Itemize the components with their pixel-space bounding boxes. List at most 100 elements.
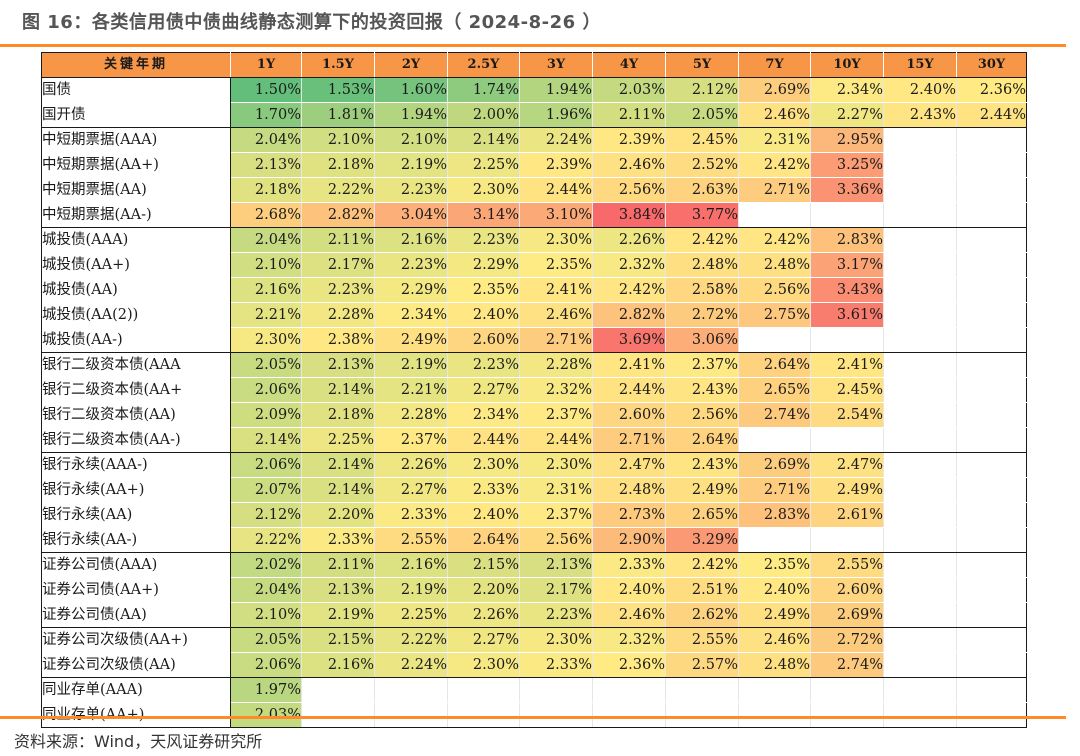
value-cell: 2.65% xyxy=(665,502,739,528)
value-cell: 3.36% xyxy=(810,177,884,203)
value-cell: 2.33% xyxy=(519,652,593,678)
value-cell: 2.45% xyxy=(665,127,739,153)
value-cell: 2.49% xyxy=(810,477,884,503)
value-cell: 3.61% xyxy=(810,302,884,328)
value-cell xyxy=(301,702,375,728)
value-cell: 2.04% xyxy=(230,227,302,253)
table-row: 城投债(AA) 2.16% 2.23% 2.29% 2.35% 2.41% 2.42% 2.5… xyxy=(41,277,1027,303)
value-cell xyxy=(956,427,1027,453)
value-cell: 2.14% xyxy=(301,377,375,403)
value-cell xyxy=(810,202,884,228)
value-cell: 2.46% xyxy=(738,627,811,653)
value-cell: 2.43% xyxy=(665,377,739,403)
value-cell: 2.05% xyxy=(230,352,302,378)
value-cell xyxy=(956,302,1027,328)
table-header-row: 关键年期 1Y 1.5Y 2Y 2.5Y 3Y 4Y 5Y 7Y 10Y 15Y 30Y xyxy=(41,52,1027,78)
value-cell: 2.46% xyxy=(592,602,666,628)
value-cell xyxy=(810,677,884,703)
value-cell xyxy=(956,552,1027,578)
value-cell: 2.25% xyxy=(301,427,375,453)
value-cell xyxy=(519,677,593,703)
value-cell xyxy=(883,152,957,178)
value-cell: 2.17% xyxy=(519,577,593,603)
table-row: 城投债(AAA) 2.04% 2.11% 2.16% 2.23% 2.30% 2.26% 2.… xyxy=(41,227,1027,253)
value-cell: 2.62% xyxy=(665,602,739,628)
row-label: 证券公司债(AA) xyxy=(41,602,231,628)
value-cell: 2.40% xyxy=(738,577,811,603)
value-cell: 2.40% xyxy=(447,502,520,528)
value-cell xyxy=(883,377,957,403)
value-cell: 2.71% xyxy=(738,477,811,503)
value-cell: 2.55% xyxy=(810,552,884,578)
value-cell xyxy=(519,702,593,728)
value-cell: 2.64% xyxy=(447,527,520,553)
table-row: 证券公司次级债(AA+) 2.05% 2.15% 2.22% 2.27% 2.30% 2.3… xyxy=(41,627,1027,653)
value-cell: 2.64% xyxy=(738,352,811,378)
value-cell: 2.27% xyxy=(374,477,448,503)
value-cell: 3.84% xyxy=(592,202,666,228)
value-cell: 1.94% xyxy=(374,102,448,128)
value-cell: 2.60% xyxy=(592,402,666,428)
value-cell: 2.14% xyxy=(230,427,302,453)
value-cell: 2.12% xyxy=(665,77,739,103)
value-cell: 3.04% xyxy=(374,202,448,228)
value-cell: 2.12% xyxy=(230,502,302,528)
value-cell: 3.06% xyxy=(665,327,739,353)
value-cell: 2.23% xyxy=(447,352,520,378)
value-cell: 2.42% xyxy=(665,227,739,253)
value-cell: 2.13% xyxy=(519,552,593,578)
column-header: 4Y xyxy=(592,52,666,78)
value-cell: 3.69% xyxy=(592,327,666,353)
value-cell: 2.24% xyxy=(374,652,448,678)
row-label: 同业存单(AA+) xyxy=(41,702,231,728)
value-cell: 2.72% xyxy=(810,627,884,653)
value-cell xyxy=(883,227,957,253)
value-cell: 2.52% xyxy=(665,152,739,178)
table-row: 银行永续(AA) 2.12% 2.20% 2.33% 2.40% 2.37% 2.73% 2.… xyxy=(41,502,1027,528)
value-cell: 2.57% xyxy=(665,652,739,678)
value-cell xyxy=(956,202,1027,228)
value-cell: 2.40% xyxy=(592,577,666,603)
row-label: 中短期票据(AAA) xyxy=(41,127,231,153)
value-cell: 2.74% xyxy=(738,402,811,428)
value-cell xyxy=(956,352,1027,378)
value-cell: 2.13% xyxy=(230,152,302,178)
value-cell: 2.26% xyxy=(447,602,520,628)
value-cell: 2.06% xyxy=(230,652,302,678)
value-cell: 2.11% xyxy=(301,552,375,578)
value-cell: 2.30% xyxy=(447,177,520,203)
value-cell xyxy=(956,627,1027,653)
value-cell: 2.58% xyxy=(665,277,739,303)
value-cell: 2.16% xyxy=(374,552,448,578)
value-cell: 2.10% xyxy=(230,252,302,278)
value-cell: 2.49% xyxy=(665,477,739,503)
value-cell xyxy=(956,652,1027,678)
value-cell: 2.37% xyxy=(665,352,739,378)
row-label: 国债 xyxy=(41,77,231,103)
table-row: 证券公司债(AA) 2.10% 2.19% 2.25% 2.26% 2.23% 2.46% 2… xyxy=(41,602,1027,628)
value-cell: 2.56% xyxy=(738,277,811,303)
value-cell: 2.39% xyxy=(519,152,593,178)
value-cell: 2.14% xyxy=(301,477,375,503)
column-header: 30Y xyxy=(956,52,1027,78)
value-cell: 2.10% xyxy=(230,602,302,628)
value-cell: 2.41% xyxy=(592,352,666,378)
value-cell xyxy=(592,677,666,703)
value-cell: 2.18% xyxy=(301,152,375,178)
value-cell: 2.27% xyxy=(447,377,520,403)
column-header: 5Y xyxy=(665,52,739,78)
value-cell xyxy=(956,527,1027,553)
value-cell: 2.09% xyxy=(230,402,302,428)
value-cell: 2.30% xyxy=(519,627,593,653)
table-row: 国债 1.50% 1.53% 1.60% 1.74% 1.94% 2.03% 2.12% 2.6… xyxy=(41,77,1027,103)
value-cell: 2.42% xyxy=(738,227,811,253)
value-cell xyxy=(956,252,1027,278)
value-cell xyxy=(810,327,884,353)
value-cell: 2.36% xyxy=(592,652,666,678)
value-cell: 2.68% xyxy=(230,202,302,228)
value-cell: 2.74% xyxy=(810,652,884,678)
value-cell xyxy=(883,302,957,328)
value-cell: 2.72% xyxy=(665,302,739,328)
value-cell xyxy=(883,252,957,278)
value-cell: 1.74% xyxy=(447,77,520,103)
